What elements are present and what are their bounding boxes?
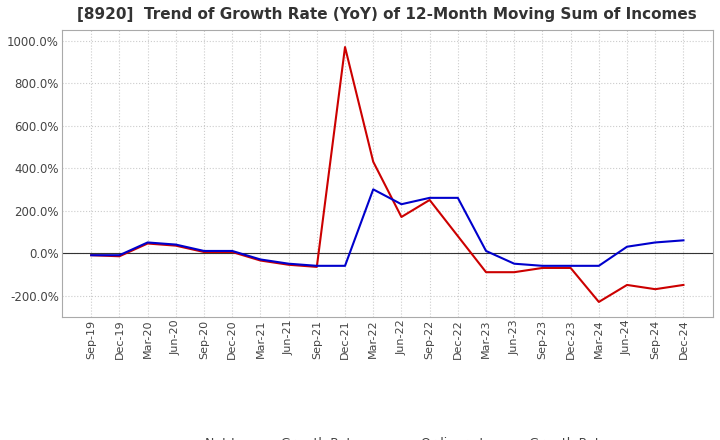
Ordinary Income Growth Rate (482, 248, 490, 253)
Net Income Growth Rate (228, 249, 237, 255)
Ordinary Income Growth Rate (567, 263, 575, 268)
Ordinary Income Growth Rate (143, 240, 152, 245)
Legend: Net Income Growth Rate, Ordinary Income Growth Rate: Net Income Growth Rate, Ordinary Income … (162, 432, 613, 440)
Net Income Growth Rate (369, 159, 377, 165)
Net Income Growth Rate (595, 299, 603, 304)
Ordinary Income Growth Rate (341, 263, 349, 268)
Net Income Growth Rate (199, 249, 208, 255)
Ordinary Income Growth Rate (115, 253, 124, 258)
Ordinary Income Growth Rate (284, 261, 293, 266)
Ordinary Income Growth Rate (679, 238, 688, 243)
Net Income Growth Rate (482, 270, 490, 275)
Ordinary Income Growth Rate (256, 257, 265, 262)
Ordinary Income Growth Rate (651, 240, 660, 245)
Net Income Growth Rate (454, 234, 462, 239)
Net Income Growth Rate (312, 264, 321, 270)
Net Income Growth Rate (510, 270, 518, 275)
Net Income Growth Rate (426, 197, 434, 202)
Net Income Growth Rate (284, 262, 293, 268)
Ordinary Income Growth Rate (312, 263, 321, 268)
Net Income Growth Rate (341, 44, 349, 50)
Net Income Growth Rate (143, 241, 152, 246)
Ordinary Income Growth Rate (595, 263, 603, 268)
Line: Net Income Growth Rate: Net Income Growth Rate (91, 47, 683, 302)
Net Income Growth Rate (651, 286, 660, 292)
Net Income Growth Rate (567, 265, 575, 271)
Net Income Growth Rate (538, 265, 546, 271)
Ordinary Income Growth Rate (397, 202, 406, 207)
Net Income Growth Rate (623, 282, 631, 288)
Net Income Growth Rate (256, 258, 265, 263)
Ordinary Income Growth Rate (199, 248, 208, 253)
Ordinary Income Growth Rate (538, 263, 546, 268)
Net Income Growth Rate (87, 253, 96, 258)
Net Income Growth Rate (679, 282, 688, 288)
Ordinary Income Growth Rate (228, 248, 237, 253)
Title: [8920]  Trend of Growth Rate (YoY) of 12-Month Moving Sum of Incomes: [8920] Trend of Growth Rate (YoY) of 12-… (78, 7, 697, 22)
Ordinary Income Growth Rate (510, 261, 518, 266)
Ordinary Income Growth Rate (623, 244, 631, 249)
Ordinary Income Growth Rate (87, 253, 96, 258)
Ordinary Income Growth Rate (171, 242, 180, 247)
Line: Ordinary Income Growth Rate: Ordinary Income Growth Rate (91, 189, 683, 266)
Net Income Growth Rate (397, 214, 406, 220)
Ordinary Income Growth Rate (454, 195, 462, 201)
Ordinary Income Growth Rate (369, 187, 377, 192)
Net Income Growth Rate (171, 243, 180, 248)
Ordinary Income Growth Rate (426, 195, 434, 201)
Net Income Growth Rate (115, 253, 124, 259)
